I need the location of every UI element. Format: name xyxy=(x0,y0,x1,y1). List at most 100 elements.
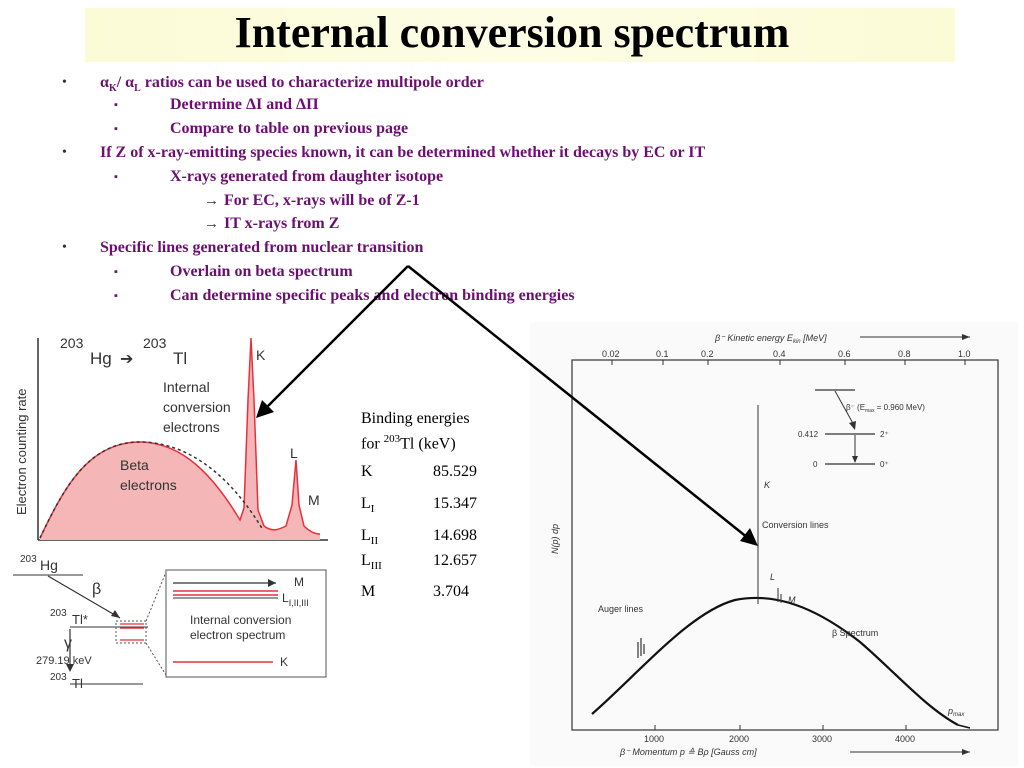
bottom-tick-label: 4000 xyxy=(895,734,915,744)
inset-beta-arrow xyxy=(834,390,856,428)
decay-arrow-icon: ➔ xyxy=(120,351,133,368)
ic-peaks-fill xyxy=(40,338,320,540)
top-tick-label: 0.4 xyxy=(773,349,786,359)
shell-label: K xyxy=(361,463,373,480)
gamma-arrowhead-icon xyxy=(66,664,74,672)
inset-beta-label: β⁻ (Emax = 0.960 MeV) xyxy=(846,403,925,414)
inset-m-label: M xyxy=(294,575,304,589)
y-axis-label: Electron counting rate xyxy=(14,389,29,515)
bullet-marker: • xyxy=(62,145,67,160)
callout-arrowhead-right-icon xyxy=(740,528,758,546)
binding-energies-table: Binding energies for 203Tl (keV) K 85.52… xyxy=(361,408,511,600)
plot-frame xyxy=(571,359,999,731)
bullet-z-known: • If Z of x-ray-emitting species known, … xyxy=(62,142,705,164)
callout-arrow-right xyxy=(407,265,749,539)
shell-label: M xyxy=(361,583,376,600)
scheme-excited-mass: 203 xyxy=(50,608,67,619)
bullet-marker: • xyxy=(62,75,67,90)
inset-caption-1: Internal conversion xyxy=(190,613,291,627)
arrow-marker: → xyxy=(204,193,219,209)
bullet-marker: ▪ xyxy=(114,290,118,302)
top-axis-ticks: 0.02 0.1 0.2 0.4 0.6 0.8 1.0 xyxy=(602,349,971,365)
shell-label: LIII xyxy=(361,552,382,573)
auger-lines-label: Auger lines xyxy=(598,604,644,614)
inset-ground-value: 0 xyxy=(813,460,818,469)
plot-background xyxy=(530,322,1018,766)
table-heading-2: for 203Tl (keV) xyxy=(361,433,456,453)
peak-k-label: K xyxy=(256,347,266,363)
top-tick-label: 0.02 xyxy=(602,349,620,359)
right-m-label: M xyxy=(788,595,796,605)
bullet-marker: ▪ xyxy=(114,99,118,111)
inset-l-label: LI,II,III xyxy=(282,591,309,608)
ic-label-1: Internal xyxy=(163,379,210,395)
title-band xyxy=(85,8,955,62)
table-row: M 3.704 xyxy=(361,583,511,605)
inset-gamma-arrowhead-icon xyxy=(852,456,858,463)
bottom-axis-label: β⁻ Momentum p ≙ Bρ [Gauss cm] xyxy=(619,747,757,757)
top-tick-label: 0.8 xyxy=(898,349,911,359)
bottom-axis-arrowhead-icon xyxy=(962,749,970,755)
table-row: LI 15.347 xyxy=(361,495,511,517)
bottom-tick-label: 3000 xyxy=(812,734,832,744)
parent-mass: 203 xyxy=(60,335,84,351)
binding-value: 85.529 xyxy=(433,463,477,480)
zoom-guide-top xyxy=(145,571,167,622)
bullet-specific-lines: • Specific lines generated from nuclear … xyxy=(62,237,423,259)
scheme-excited: Tl* xyxy=(72,612,88,627)
callout-arrowhead-left-icon xyxy=(256,400,274,418)
right-k-label: K xyxy=(764,480,771,490)
top-axis-label: β⁻ Kinetic energy Ekin [MeV] xyxy=(714,333,827,345)
right-l-label: L xyxy=(770,572,775,582)
bottom-tick-label: 2000 xyxy=(729,734,749,744)
bullet-alpha-ratios: • αK/ αL ratios can be used to character… xyxy=(62,74,484,95)
decay-scheme-diagram: 203 Hg β 203 Tl* γ 279.19 keV 203 Tl M L… xyxy=(13,554,327,691)
daughter-symbol: Tl xyxy=(173,349,187,368)
scheme-ground-mass: 203 xyxy=(50,672,67,683)
bullet-overlain: ▪ Overlain on beta spectrum xyxy=(114,261,353,283)
top-tick-label: 1.0 xyxy=(958,349,971,359)
beta-spectrum-curve xyxy=(591,596,959,726)
bottom-axis-ticks: 1000 2000 3000 4000 xyxy=(644,725,915,744)
top-axis-arrowhead-icon xyxy=(962,334,970,340)
slide-title: Internal conversion spectrum xyxy=(234,8,790,57)
binding-value: 15.347 xyxy=(433,495,477,512)
inset-beta-arrowhead-icon xyxy=(849,421,856,430)
table-row: K 85.529 xyxy=(361,463,511,485)
bullet-xrays-daughter: ▪ X-rays generated from daughter isotope xyxy=(114,166,443,188)
pmax-label: pmax xyxy=(947,706,965,718)
bullet-determine: ▪ Determine ΔI and ΔΠ xyxy=(114,94,319,116)
beta-label-2: electrons xyxy=(120,477,177,493)
inset-spin-0: 0⁺ xyxy=(880,460,889,469)
scheme-beta: β xyxy=(92,581,101,598)
table-row: LIII 12.657 xyxy=(361,552,511,574)
table-heading-1: Binding energies xyxy=(361,410,470,427)
inset-k-label: K xyxy=(280,655,288,669)
peak-l-label: L xyxy=(290,445,298,461)
zoom-box xyxy=(115,620,147,644)
beta-continuum-curve xyxy=(39,441,264,539)
ic-label-2: conversion xyxy=(163,399,231,415)
left-ic-spectrum-plot: Electron counting rate 203 Hg ➔ 203 Tl I… xyxy=(14,335,328,541)
shell-label: LII xyxy=(361,527,379,548)
scheme-gamma: γ xyxy=(64,635,72,652)
bottom-tick-label: 1000 xyxy=(644,734,664,744)
scheme-energy: 279.19 keV xyxy=(36,655,92,667)
right-beta-spectrum-plot: β⁻ Kinetic energy Ekin [MeV] 0.02 0.1 0.… xyxy=(530,322,1018,766)
beta-spectrum-label: β Spectrum xyxy=(832,628,878,638)
beta-label-1: Beta xyxy=(120,457,149,473)
top-tick-label: 0.2 xyxy=(701,349,714,359)
bullet-marker: ▪ xyxy=(114,266,118,278)
table-row: LII 14.698 xyxy=(361,527,511,549)
inset-m-arrowhead-icon xyxy=(268,579,276,587)
bullet-ec: → For EC, x-rays will be of Z-1 xyxy=(204,190,420,212)
beta-arrowhead-icon xyxy=(111,610,120,618)
inset-caption-2: electron spectrum xyxy=(190,628,285,642)
bullet-marker: • xyxy=(62,240,67,255)
top-tick-label: 0.6 xyxy=(838,349,851,359)
inset-level-value: 0.412 xyxy=(798,430,819,439)
beta-decay-arrow xyxy=(47,575,121,619)
bullet-it: → IT x-rays from Z xyxy=(204,213,339,235)
bullet-compare: ▪ Compare to table on previous page xyxy=(114,118,408,140)
